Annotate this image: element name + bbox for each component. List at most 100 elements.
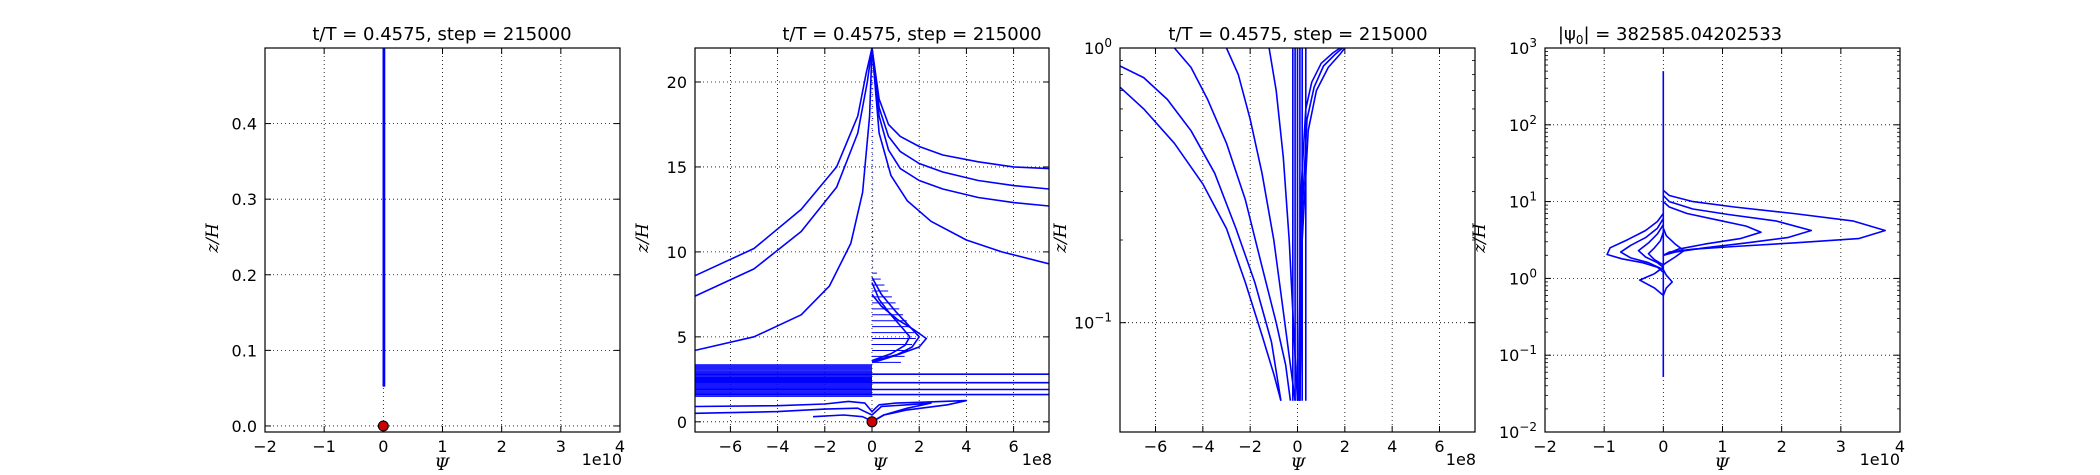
x-tick-label: 1	[1717, 437, 1727, 456]
x-tick-label: 1	[437, 437, 447, 456]
series-line	[871, 277, 921, 364]
series-line	[1299, 48, 1346, 401]
y-tick-label: 5	[677, 328, 687, 347]
x-tick-label: 2	[914, 437, 924, 456]
series-line	[1120, 86, 1282, 401]
axes-frame	[694, 47, 1050, 433]
x-tick-label: 2	[1340, 437, 1350, 456]
y-tick-label: 0.0	[232, 417, 257, 436]
x-axis-label: Ψ	[1715, 455, 1731, 475]
y-tick-label: 0.1	[232, 341, 257, 360]
x-tick-label: 3	[1836, 437, 1846, 456]
x-offset-text: 1e8	[1446, 450, 1476, 469]
series-line	[1225, 48, 1296, 401]
x-tick-label: 6	[1434, 437, 1444, 456]
x-axis-label: Ψ	[873, 455, 889, 475]
series-line	[871, 48, 1049, 190]
y-tick-label: 10−1	[1499, 343, 1537, 365]
y-tick-label: 103	[1509, 36, 1537, 58]
y-tick-label: 10−2	[1499, 420, 1537, 442]
y-axis-label: z/H	[203, 222, 223, 254]
series-line	[871, 48, 1049, 207]
x-tick-label: −4	[1191, 437, 1215, 456]
x-tick-label: −2	[813, 437, 837, 456]
panel-title: t/T = 0.4575, step = 215000	[312, 24, 571, 45]
panel-2: t/T = 0.4575, step = 215000 −6 −4 −2 0 2 4 6 0 5…	[633, 24, 1052, 475]
series-line	[695, 48, 873, 352]
x-offset-text: 1e10	[1860, 450, 1900, 469]
series-line	[1638, 266, 1664, 297]
x-tick-label: 0	[867, 437, 877, 456]
series-line	[1662, 227, 1685, 266]
series-line	[871, 48, 1049, 170]
x-axis-label: Ψ	[435, 455, 451, 475]
x-axis-label: Ψ	[1291, 455, 1307, 475]
series-line	[1606, 213, 1664, 273]
y-tick-label: 10−1	[1074, 311, 1112, 333]
x-tick-label: 4	[1895, 437, 1905, 456]
x-tick-label: −4	[766, 437, 790, 456]
y-tick-label: 15	[667, 158, 687, 177]
axes-frame	[1119, 47, 1476, 433]
y-tick-label: 102	[1509, 113, 1537, 135]
series-line	[1637, 224, 1664, 268]
x-tick-label: 4	[615, 437, 625, 456]
y-tick-label: 0.3	[232, 190, 257, 209]
x-tick-label: 4	[1387, 437, 1397, 456]
x-tick-label: 4	[961, 437, 971, 456]
x-tick-label: −6	[1144, 437, 1168, 456]
y-tick-label: 0.2	[232, 266, 257, 285]
panel-3: t/T = 0.4575, step = 215000 −6 −4 −2 0 2 4 6 10…	[1051, 24, 1476, 475]
panel-title: |ψ0| = 382585.04202533	[1558, 24, 1782, 47]
x-tick-label: −2	[1533, 437, 1557, 456]
series-line	[1662, 201, 1762, 257]
series-line	[871, 282, 911, 362]
panel-title: t/T = 0.4575, step = 215000	[782, 24, 1041, 45]
axes-frame	[264, 47, 621, 433]
x-tick-label: 0	[378, 437, 388, 456]
y-tick-label: 100	[1509, 266, 1537, 288]
y-tick-label: 101	[1509, 190, 1537, 212]
y-tick-label: 0.4	[232, 115, 257, 134]
panel-title: t/T = 0.4575, step = 215000	[1168, 24, 1427, 45]
y-axis-label: z/H	[1470, 222, 1490, 254]
series-line	[1647, 231, 1665, 266]
series-line	[1619, 218, 1664, 271]
marker-point	[377, 420, 389, 432]
series-line	[1173, 48, 1292, 401]
series-line	[1662, 194, 1813, 257]
x-offset-text: 1e10	[582, 450, 622, 469]
y-axis-label: z/H	[1051, 222, 1071, 254]
series-line	[695, 48, 873, 297]
series-line	[812, 414, 873, 422]
series-line	[1662, 269, 1673, 296]
series-line	[1299, 48, 1344, 401]
panel-4: |ψ0| = 382585.04202533 −2 −1 0 1 2 3 4 10−2 10−1…	[1470, 24, 1905, 475]
axes-frame	[1544, 47, 1901, 433]
series-line	[871, 48, 1049, 265]
x-tick-label: 6	[1009, 437, 1019, 456]
y-tick-label: 20	[667, 73, 687, 92]
x-tick-label: 3	[556, 437, 566, 456]
series-line	[695, 402, 932, 423]
y-axis-label: z/H	[633, 222, 653, 254]
x-tick-label: 0	[1658, 437, 1668, 456]
x-tick-label: 0	[1292, 437, 1302, 456]
y-tick-label: 10	[667, 243, 687, 262]
panel-1: t/T = 0.4575, step = 215000 −2 −1 0 1 2 3 4 0.0…	[203, 24, 625, 475]
x-tick-label: −6	[719, 437, 743, 456]
marker-point	[866, 416, 878, 428]
series-line	[695, 399, 968, 423]
x-tick-label: −2	[253, 437, 277, 456]
x-tick-label: −1	[1592, 437, 1616, 456]
x-tick-label: −1	[312, 437, 336, 456]
x-offset-text: 1e8	[1022, 450, 1052, 469]
x-tick-label: 2	[497, 437, 507, 456]
series-line	[695, 48, 873, 277]
y-tick-label: 0	[677, 413, 687, 432]
series-line	[1120, 65, 1282, 401]
x-tick-label: −2	[1238, 437, 1262, 456]
series-line	[1297, 48, 1341, 401]
y-tick-label: 100	[1084, 36, 1112, 58]
